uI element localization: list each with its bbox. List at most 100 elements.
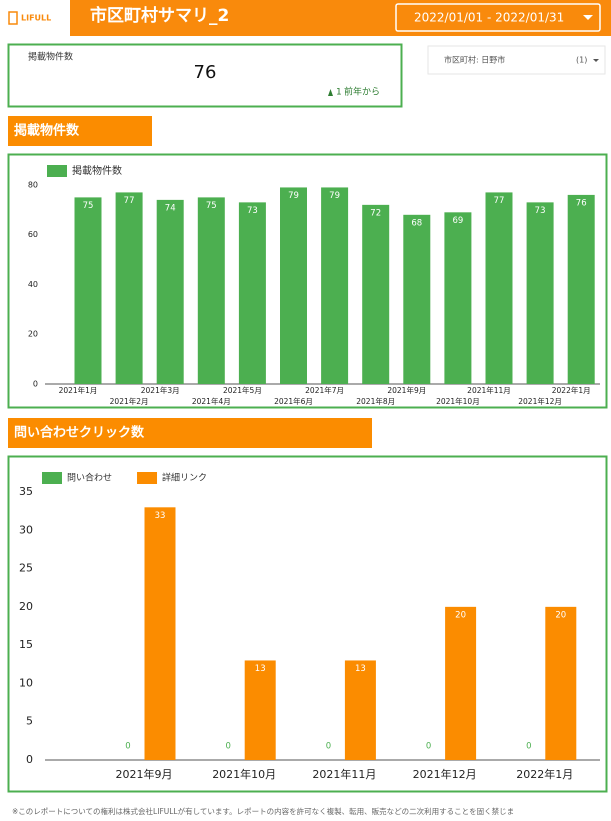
- y-tick-label: 5: [26, 715, 33, 728]
- x-tick-label: 2021年4月: [192, 396, 231, 406]
- data-label: 13: [355, 664, 366, 674]
- y-tick-label: 40: [28, 280, 38, 289]
- bar: [362, 204, 390, 384]
- section-title: 掲載物件数: [14, 123, 80, 139]
- bar: [545, 606, 577, 760]
- scorecard-delta-label: 前年から: [344, 86, 380, 98]
- y-tick-label: 60: [28, 230, 38, 239]
- logo-icon: [8, 11, 18, 25]
- x-tick-label: 2022年1月: [516, 767, 573, 781]
- x-tick-label: 2021年9月: [387, 385, 426, 395]
- data-label: 0: [225, 742, 230, 752]
- data-label: 79: [288, 191, 299, 201]
- bar: [115, 192, 143, 384]
- filter-caret: [593, 59, 599, 62]
- data-label: 68: [411, 218, 422, 228]
- y-tick-label: 15: [19, 638, 33, 651]
- bar: [567, 194, 595, 384]
- y-tick-label: 20: [19, 600, 33, 613]
- scorecard-delta: 1: [336, 88, 342, 98]
- data-label: 75: [206, 201, 217, 211]
- data-label: 77: [124, 196, 135, 206]
- data-label: 0: [426, 742, 431, 752]
- data-label: 76: [576, 198, 587, 208]
- chart-frame: [7, 455, 608, 793]
- footer-note: ※このレポートについての権利は株式会社LIFULLが有しています。レポートの内容…: [12, 806, 514, 816]
- data-label: 77: [494, 196, 505, 206]
- legend-swatch: [47, 165, 67, 177]
- bar: [526, 202, 554, 384]
- filter-count: (1): [576, 56, 587, 65]
- legend-label: 問い合わせ: [67, 472, 112, 484]
- scorecard-label: 掲載物件数: [28, 51, 73, 63]
- data-label: 73: [247, 206, 258, 216]
- legend-swatch: [137, 472, 158, 484]
- bar: [144, 507, 176, 760]
- bar: [238, 202, 266, 384]
- y-tick-label: 25: [19, 562, 33, 575]
- data-label: 79: [329, 191, 340, 201]
- x-tick-label: 2021年10月: [436, 396, 480, 406]
- section-title: 問い合わせクリック数: [14, 425, 145, 441]
- x-tick-label: 2021年12月: [413, 767, 477, 781]
- legend-label: 詳細リンク: [162, 472, 207, 484]
- y-tick-label: 10: [19, 676, 33, 689]
- bar: [403, 214, 431, 384]
- y-tick-label: 80: [28, 180, 38, 189]
- data-label: 33: [155, 511, 166, 521]
- data-label: 74: [165, 203, 176, 213]
- scorecard: [7, 43, 403, 108]
- data-label: 75: [83, 201, 94, 211]
- date-picker[interactable]: [395, 3, 601, 32]
- bar: [344, 660, 376, 760]
- x-tick-label: 2021年7月: [305, 385, 344, 395]
- x-tick-label: 2021年10月: [212, 767, 276, 781]
- section-header: [8, 116, 152, 146]
- data-label: 0: [526, 742, 531, 752]
- x-tick-label: 2021年3月: [141, 385, 180, 395]
- data-label: 72: [370, 208, 381, 218]
- data-label: 73: [535, 206, 546, 216]
- x-tick-label: 2021年5月: [223, 385, 262, 395]
- bar: [485, 192, 513, 384]
- x-tick-label: 2021年12月: [518, 396, 562, 406]
- scorecard-value: 76: [194, 62, 217, 83]
- y-tick-label: 20: [28, 330, 38, 339]
- y-tick-label: 0: [26, 753, 33, 766]
- y-tick-label: 0: [33, 380, 38, 389]
- y-tick-label: 30: [19, 523, 33, 536]
- data-label: 13: [255, 664, 266, 674]
- x-tick-label: 2021年11月: [467, 385, 511, 395]
- header-bar: [0, 0, 611, 36]
- data-label: 20: [555, 610, 566, 620]
- bar: [280, 187, 307, 384]
- legend-label: 掲載物件数: [72, 164, 122, 177]
- bar: [444, 212, 472, 384]
- data-label: 20: [455, 610, 466, 620]
- date-caret: [583, 15, 593, 20]
- bar: [74, 197, 102, 384]
- section-header: [8, 418, 372, 448]
- x-tick-label: 2021年8月: [356, 396, 395, 406]
- x-tick-label: 2021年2月: [110, 396, 149, 406]
- bar: [321, 187, 349, 384]
- bar: [244, 660, 276, 760]
- y-tick-label: 35: [19, 485, 33, 498]
- logo-box: [0, 0, 70, 36]
- filter-control[interactable]: [427, 45, 606, 75]
- x-tick-label: 2022年1月: [552, 385, 591, 395]
- legend-swatch: [42, 472, 62, 484]
- filter-label[interactable]: 市区町村: 日野市: [444, 55, 505, 65]
- x-tick-label: 2021年1月: [59, 385, 98, 395]
- x-tick-label: 2021年6月: [274, 396, 313, 406]
- x-tick-label: 2021年11月: [312, 767, 376, 781]
- bar: [445, 606, 477, 760]
- bar: [197, 197, 225, 384]
- data-label: 0: [326, 742, 331, 752]
- delta-arrow: [328, 89, 333, 96]
- logo: LIFULL: [21, 14, 51, 23]
- page-title: 市区町村サマリ_2: [90, 5, 229, 26]
- date-range[interactable]: 2022/01/01 - 2022/01/31: [414, 11, 564, 25]
- bar: [156, 199, 184, 384]
